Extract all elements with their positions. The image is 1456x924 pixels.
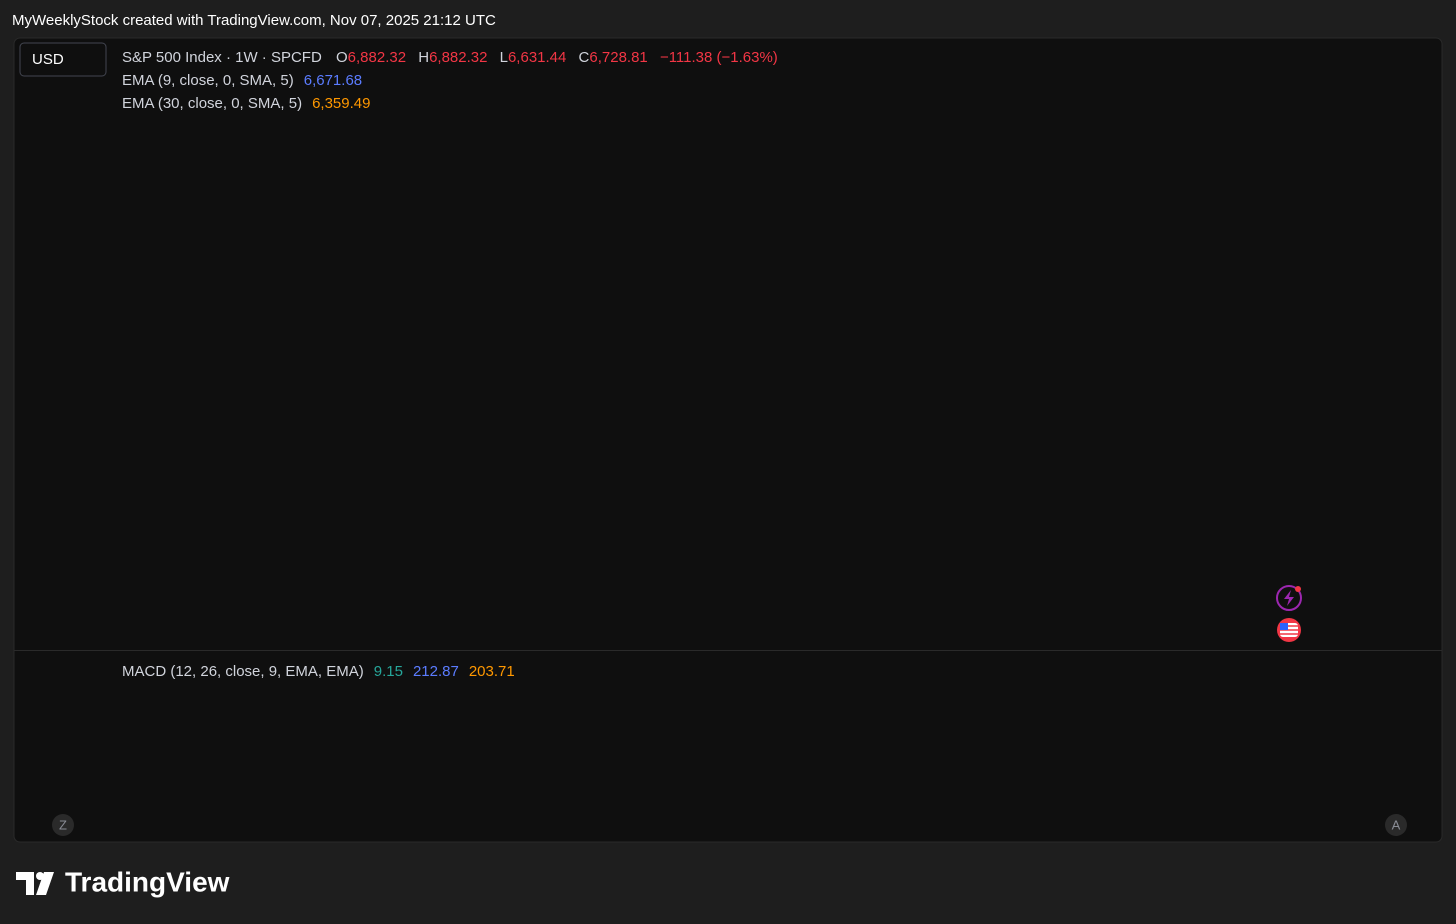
- currency-button[interactable]: [19, 42, 107, 77]
- brand-logo: [16, 872, 54, 895]
- caption: MyWeeklyStock created with TradingView.c…: [12, 12, 496, 29]
- ohlc-value: 6,882.32: [348, 49, 406, 66]
- event-dot: [1295, 586, 1301, 592]
- change-value: −111.38 (−1.63%): [660, 49, 778, 66]
- macd-legend: MACD (12, 26, close, 9, EMA, EMA) 9.15 212…: [122, 663, 515, 680]
- zoom-label[interactable]: Z: [59, 817, 67, 832]
- ohlc-key: C: [579, 49, 590, 66]
- brand-name: TradingView: [65, 866, 230, 897]
- zoom-button[interactable]: [52, 814, 74, 836]
- legend-name: EMA (9, close, 0, SMA, 5): [122, 72, 294, 89]
- legend-name: MACD (12, 26, close, 9, EMA, EMA): [122, 663, 364, 680]
- ema9-legend: EMA (9, close, 0, SMA, 5) 6,671.68: [122, 72, 362, 89]
- price-legend: S&P 500 Index · 1W · SPCFD O6,882.32 H6,…: [122, 49, 778, 66]
- lightning-glyph: [1284, 590, 1294, 606]
- legend-value: 6,671.68: [304, 72, 362, 89]
- ohlc-key: O: [336, 49, 348, 66]
- auto-button[interactable]: [1385, 814, 1407, 836]
- auto-label[interactable]: A: [1392, 817, 1401, 832]
- ohlc-value: 6,631.44: [508, 49, 566, 66]
- legend-value: 6,359.49: [312, 95, 370, 112]
- ohlc-value: 6,728.81: [589, 49, 647, 66]
- ohlc-key: L: [500, 49, 508, 66]
- legend-name: EMA (30, close, 0, SMA, 5): [122, 95, 302, 112]
- brand-logo-dot: [36, 872, 44, 880]
- legend-value: 212.87: [413, 663, 459, 680]
- legend-value: 9.15: [374, 663, 403, 680]
- ema30-legend: EMA (30, close, 0, SMA, 5) 6,359.49: [122, 95, 370, 112]
- symbol-title: S&P 500 Index · 1W · SPCFD: [122, 49, 322, 66]
- flag-canton: [1280, 623, 1288, 630]
- legend-value: 203.71: [469, 663, 515, 680]
- chart-panel: [13, 37, 1443, 843]
- ohlc-value: 6,882.32: [429, 49, 487, 66]
- ohlc-key: H: [418, 49, 429, 66]
- currency-label[interactable]: USD: [32, 51, 64, 68]
